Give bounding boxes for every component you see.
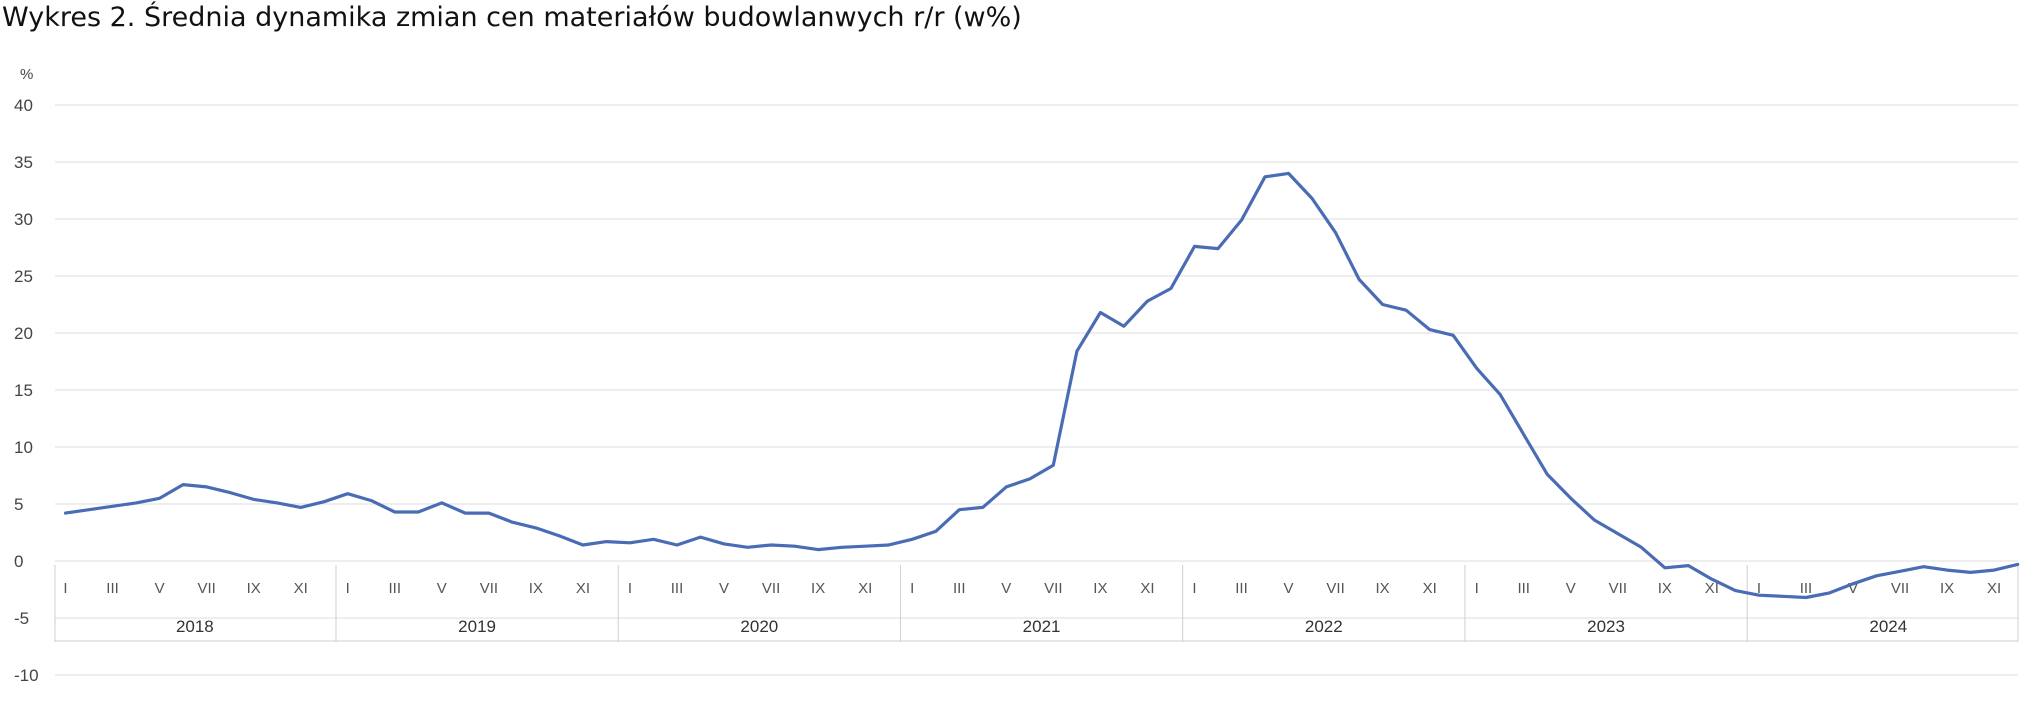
x-month-label: I xyxy=(1192,580,1196,597)
x-month-label: VII xyxy=(480,580,498,597)
x-month-label: III xyxy=(1517,580,1530,597)
y-tick-label: 25 xyxy=(14,267,33,286)
y-tick-label: 30 xyxy=(14,210,33,229)
x-month-label: XI xyxy=(1705,580,1719,597)
x-month-label: XI xyxy=(1423,580,1437,597)
y-tick-label: -5 xyxy=(14,609,29,628)
x-month-label: XI xyxy=(1140,580,1154,597)
series-layer xyxy=(63,171,2020,600)
x-month-label: V xyxy=(155,580,165,597)
x-month-label: XI xyxy=(1987,580,2001,597)
x-month-label: VII xyxy=(1044,580,1062,597)
x-month-label: VII xyxy=(762,580,780,597)
x-year-label: 2019 xyxy=(458,617,496,636)
y-tick-label: 15 xyxy=(14,381,33,400)
gridlines xyxy=(55,104,2018,676)
x-month-label: V xyxy=(1566,580,1576,597)
x-month-label: I xyxy=(346,580,350,597)
x-month-label: VII xyxy=(1891,580,1909,597)
x-month-label: III xyxy=(106,580,119,597)
x-month-label: V xyxy=(437,580,447,597)
x-year-label: 2018 xyxy=(176,617,214,636)
y-tick-label: -10 xyxy=(14,666,39,685)
x-year-label: 2023 xyxy=(1587,617,1625,636)
y-tick-label: 5 xyxy=(14,495,23,514)
x-month-label: IX xyxy=(811,580,825,597)
y-tick-label: 20 xyxy=(14,324,33,343)
x-month-label: III xyxy=(1800,580,1813,597)
x-year-label: 2024 xyxy=(1869,617,1907,636)
x-month-label: I xyxy=(1757,580,1761,597)
x-month-label: I xyxy=(1475,580,1479,597)
x-month-label: IX xyxy=(1940,580,1954,597)
y-tick-label: 0 xyxy=(14,552,23,571)
x-month-label: XI xyxy=(294,580,308,597)
x-month-label: IX xyxy=(1376,580,1390,597)
x-month-label: IX xyxy=(247,580,261,597)
x-month-label: VII xyxy=(197,580,215,597)
x-year-label: 2020 xyxy=(740,617,778,636)
x-year-label: 2022 xyxy=(1305,617,1343,636)
x-month-label: IX xyxy=(1093,580,1107,597)
x-month-label: XI xyxy=(576,580,590,597)
x-month-label: IX xyxy=(1658,580,1672,597)
x-month-label: III xyxy=(389,580,402,597)
x-month-label: IX xyxy=(529,580,543,597)
y-tick-label: 10 xyxy=(14,438,33,457)
x-month-label: III xyxy=(953,580,966,597)
x-month-label: V xyxy=(1848,580,1858,597)
x-year-label: 2021 xyxy=(1023,617,1061,636)
x-month-label: VII xyxy=(1326,580,1344,597)
chart-title: Wykres 2. Średnia dynamika zmian cen mat… xyxy=(2,2,1022,33)
y-axis-label: % xyxy=(20,66,33,83)
y-tick-label: 40 xyxy=(14,96,33,115)
y-tick-label: 35 xyxy=(14,153,33,172)
series-line xyxy=(63,171,2020,600)
x-month-label: I xyxy=(910,580,914,597)
x-month-label: V xyxy=(1284,580,1294,597)
x-month-label: V xyxy=(719,580,729,597)
y-axis-ticks: 40 35 30 25 20 15 10 5 0 -5 -10 xyxy=(14,96,39,685)
x-month-label: III xyxy=(1235,580,1248,597)
x-month-label: I xyxy=(63,580,67,597)
x-month-label: III xyxy=(671,580,684,597)
x-month-label: I xyxy=(628,580,632,597)
x-month-label: XI xyxy=(858,580,872,597)
x-month-label: VII xyxy=(1609,580,1627,597)
x-month-label: V xyxy=(1001,580,1011,597)
